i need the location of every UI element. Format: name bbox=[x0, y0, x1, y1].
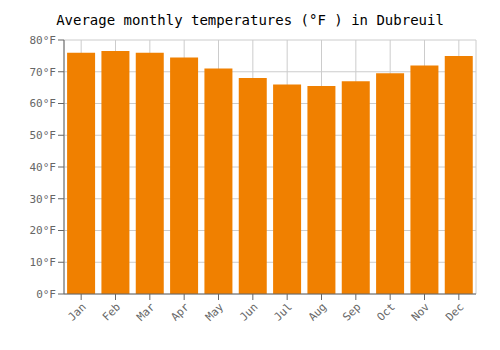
svg-text:Dec: Dec bbox=[443, 300, 466, 323]
svg-text:20°F: 20°F bbox=[30, 224, 57, 237]
svg-text:Mar: Mar bbox=[134, 300, 158, 324]
svg-text:Jan: Jan bbox=[66, 300, 89, 323]
svg-text:Aug: Aug bbox=[306, 300, 329, 323]
svg-text:10°F: 10°F bbox=[30, 256, 57, 269]
svg-text:Jun: Jun bbox=[237, 300, 260, 323]
html-text:Average monthly temperatures (: Average monthly temperatures (°F ) in Du… bbox=[56, 12, 444, 28]
svg-text:Feb: Feb bbox=[100, 300, 123, 323]
svg-text:Nov: Nov bbox=[409, 300, 433, 324]
svg-text:Oct: Oct bbox=[375, 300, 398, 323]
svg-text:40°F: 40°F bbox=[30, 161, 57, 174]
svg-text:30°F: 30°F bbox=[30, 193, 57, 206]
svg-text:May: May bbox=[203, 300, 227, 324]
svg-text:Apr: Apr bbox=[169, 300, 193, 324]
svg-text:60°F: 60°F bbox=[30, 97, 57, 110]
svg-text:Jul: Jul bbox=[272, 300, 295, 323]
svg-text:70°F: 70°F bbox=[30, 66, 57, 79]
svg-text:50°F: 50°F bbox=[30, 129, 57, 142]
svg-text:Sep: Sep bbox=[340, 300, 363, 323]
svg-text:80°F: 80°F bbox=[30, 34, 57, 47]
svg-text:0°F: 0°F bbox=[36, 288, 56, 301]
